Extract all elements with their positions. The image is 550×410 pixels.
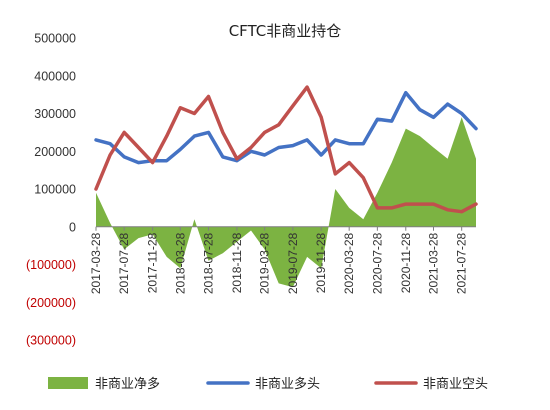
y-tick-label: 0 (69, 220, 76, 234)
y-tick-label: (100000) (26, 258, 76, 272)
x-tick-label: 2017-03-28 (89, 232, 103, 294)
x-tick-label: 2017-07-28 (117, 232, 131, 294)
x-tick-label: 2020-07-28 (370, 232, 384, 294)
x-tick-label: 2019-11-28 (314, 232, 328, 293)
y-tick-label: (300000) (26, 334, 76, 348)
x-tick-label: 2017-11-28 (146, 232, 160, 293)
y-tick-label: 200000 (34, 145, 76, 159)
y-tick-label: 400000 (34, 69, 76, 83)
series-line-short (94, 85, 478, 214)
y-tick-label: (200000) (26, 296, 76, 310)
x-tick-label: 2018-03-28 (173, 232, 187, 294)
legend-swatch-net-long (48, 377, 88, 389)
series-line-long (94, 90, 478, 165)
x-tick-label: 2021-03-28 (426, 232, 440, 294)
x-tick-label: 2019-07-28 (286, 232, 300, 294)
y-tick-label: 300000 (34, 107, 76, 121)
series-area-net-long (96, 117, 476, 288)
legend-label: 非商业多头 (255, 376, 320, 392)
y-tick-label: 500000 (34, 32, 76, 46)
legend-label: 非商业空头 (423, 377, 488, 392)
y-tick-label: 100000 (34, 183, 76, 197)
x-tick-label: 2021-07-28 (455, 232, 469, 294)
legend-label: 非商业净多 (95, 376, 160, 392)
x-tick-label: 2018-11-28 (230, 232, 244, 293)
chart-title: CFTC非商业持仓 (229, 22, 342, 40)
x-tick-label: 2019-03-28 (258, 232, 272, 294)
x-tick-label: 2020-03-28 (342, 232, 356, 294)
x-tick-label: 2018-07-28 (201, 232, 215, 294)
x-tick-label: 2020-11-28 (399, 232, 413, 293)
